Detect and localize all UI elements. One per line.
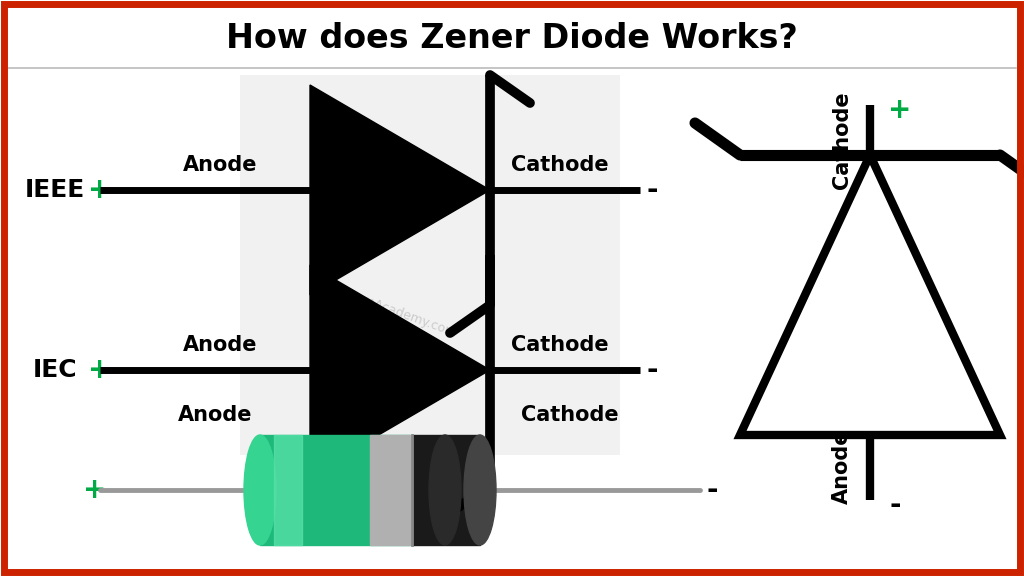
Text: Cathode: Cathode [511,335,609,355]
Polygon shape [310,85,490,295]
Text: +: + [83,476,106,504]
Text: Anode: Anode [182,335,257,355]
Text: Anode: Anode [182,155,257,175]
Text: -: - [707,476,718,504]
Text: -: - [646,176,657,204]
Text: DiagramAcademy.com: DiagramAcademy.com [322,280,459,340]
Text: Cathode: Cathode [521,405,618,425]
Bar [260,435,410,545]
Text: Anode: Anode [831,430,852,504]
Text: Cathode: Cathode [511,155,609,175]
Bar [274,435,302,545]
Text: IEEE: IEEE [25,178,85,202]
Polygon shape [310,265,490,475]
Text: +: + [88,176,112,204]
Ellipse shape [429,435,461,545]
Ellipse shape [244,435,276,545]
Text: +: + [888,96,911,124]
Ellipse shape [464,435,496,545]
Text: Anode: Anode [178,405,252,425]
Text: -: - [646,356,657,384]
FancyBboxPatch shape [240,75,620,455]
Bar [412,435,480,545]
Text: Cathode: Cathode [831,91,852,189]
Text: IEC: IEC [33,358,78,382]
Text: +: + [88,356,112,384]
Bar [370,435,412,545]
Text: How does Zener Diode Works?: How does Zener Diode Works? [226,21,798,55]
Text: -: - [889,491,901,519]
